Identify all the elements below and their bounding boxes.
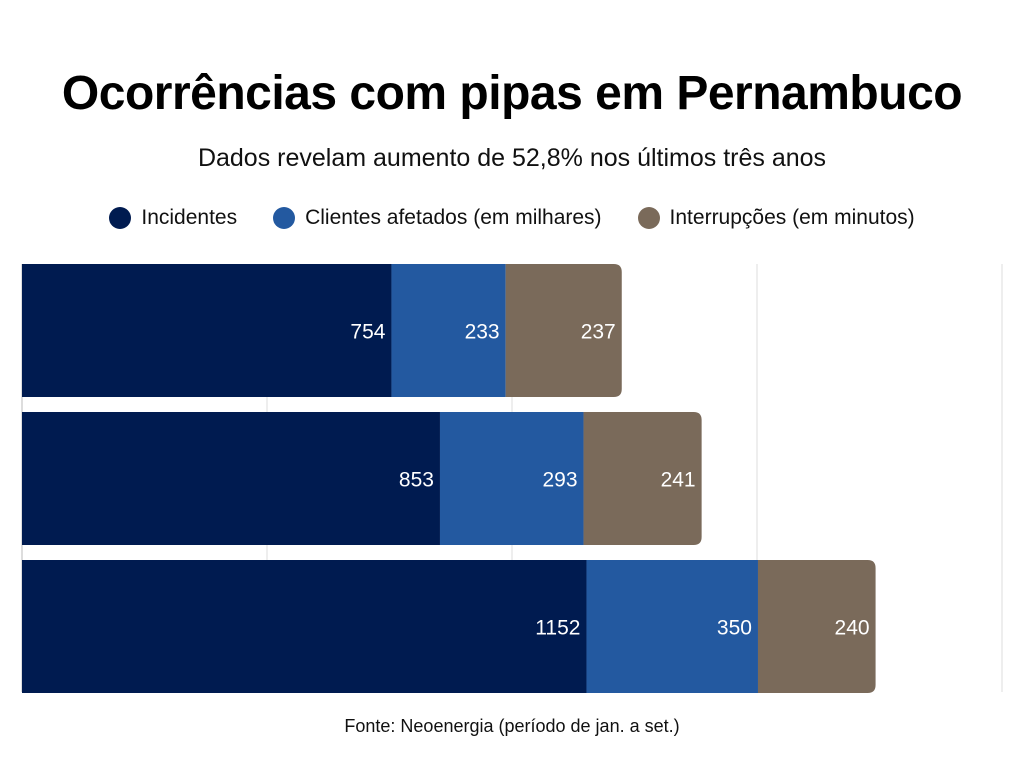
legend-label: Clientes afetados (em milhares) (305, 206, 602, 229)
bar-segment (439, 412, 584, 545)
data-label: 293 (542, 469, 577, 492)
legend-item: Incidentes (109, 204, 237, 232)
legend-swatch (109, 207, 132, 229)
chart-title: Ocorrências com pipas em Pernambuco (61, 67, 963, 120)
data-label: 241 (661, 469, 696, 492)
data-label: 237 (581, 321, 616, 344)
chart-subtitle: Dados revelam aumento de 52,8% nos últim… (197, 144, 827, 172)
legend-item: Interrupções (em minutos) (637, 204, 915, 232)
data-label: 1152 (535, 617, 580, 640)
bar-segment (757, 560, 876, 693)
bar-segment (22, 412, 440, 545)
legend-swatch (273, 207, 296, 229)
bar-segment (583, 412, 702, 545)
data-label: 754 (350, 321, 385, 344)
data-label: 853 (399, 469, 434, 492)
bar-segment (22, 264, 392, 397)
legend-label: Interrupções (em minutos) (669, 206, 915, 229)
legend: Incidentes Clientes afetados (em milhares… (0, 204, 1024, 232)
data-label: 233 (465, 321, 500, 344)
bar-segment (586, 560, 758, 693)
legend-swatch (637, 207, 660, 229)
chart-source: Fonte: Neoenergia (período de jan. a set… (344, 716, 680, 736)
bar-segment (505, 264, 622, 397)
legend-item: Clientes afetados (em milhares) (273, 204, 602, 232)
bar-segment (22, 560, 587, 693)
bar-segment (391, 264, 506, 397)
data-label: 350 (717, 617, 752, 640)
data-label: 240 (835, 617, 870, 640)
legend-label: Incidentes (141, 206, 238, 229)
